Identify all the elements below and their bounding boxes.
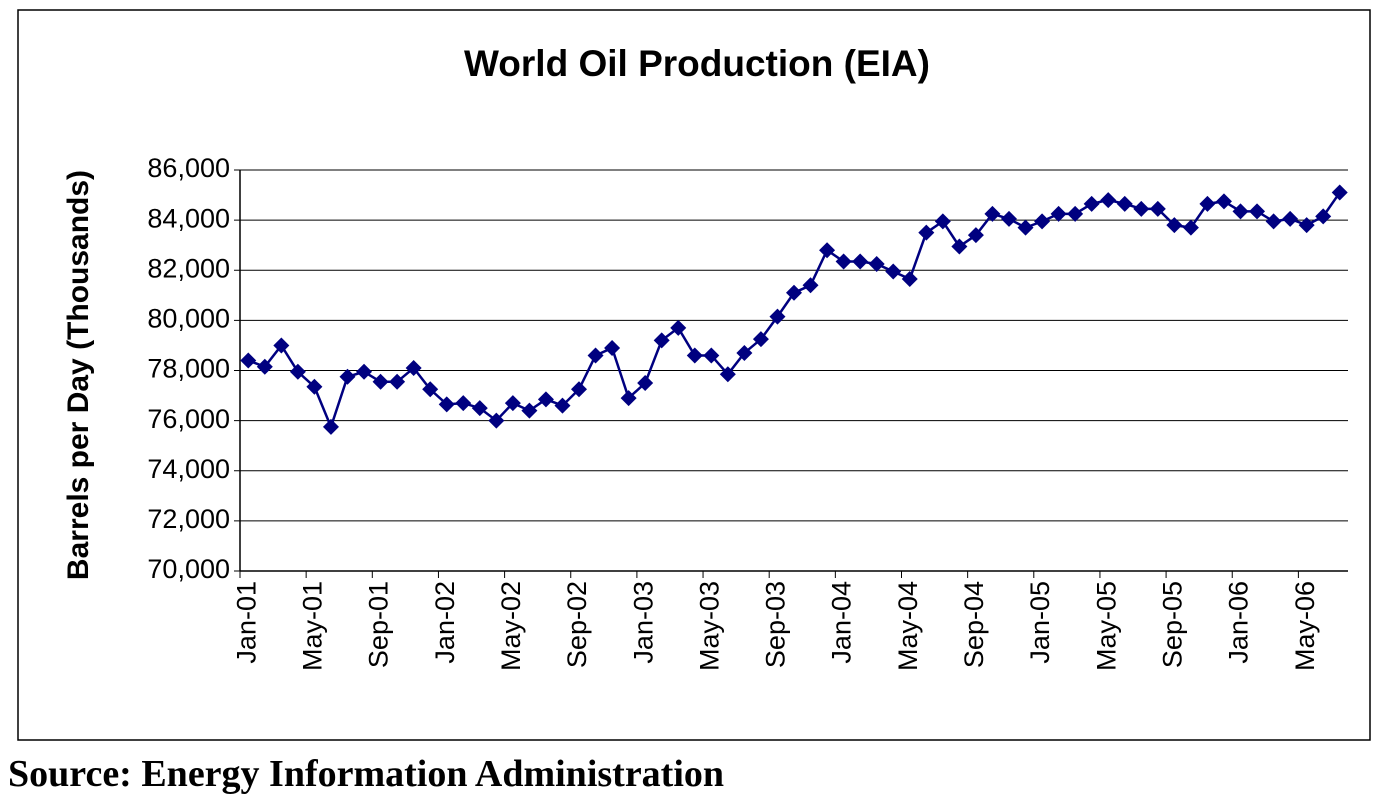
data-point bbox=[256, 358, 273, 375]
data-point bbox=[868, 255, 885, 272]
data-point bbox=[1000, 210, 1017, 227]
data-point bbox=[1199, 195, 1216, 212]
data-point bbox=[1116, 195, 1133, 212]
data-point bbox=[835, 253, 852, 270]
y-tick-label: 84,000 bbox=[147, 203, 230, 233]
data-point bbox=[587, 347, 604, 364]
x-tick-label: Jan-03 bbox=[628, 581, 658, 664]
data-point bbox=[918, 224, 935, 241]
y-tick-label: 82,000 bbox=[147, 253, 230, 283]
data-point bbox=[1331, 184, 1348, 201]
data-point bbox=[802, 277, 819, 294]
data-point bbox=[422, 381, 439, 398]
data-point bbox=[356, 363, 373, 380]
data-point bbox=[389, 373, 406, 390]
data-point bbox=[769, 308, 786, 325]
chart-frame bbox=[17, 9, 1371, 741]
data-point bbox=[405, 359, 422, 376]
data-point bbox=[240, 352, 257, 369]
source-note: Source: Energy Information Administratio… bbox=[8, 753, 725, 795]
data-point bbox=[521, 402, 538, 419]
data-point bbox=[1083, 195, 1100, 212]
x-tick-label: May-01 bbox=[298, 581, 328, 671]
x-tick-label: Sep-02 bbox=[562, 581, 592, 668]
data-point bbox=[786, 284, 802, 301]
y-tick-label: 80,000 bbox=[147, 304, 230, 334]
data-point bbox=[719, 366, 736, 383]
y-tick-label: 70,000 bbox=[147, 554, 230, 584]
y-tick-label: 72,000 bbox=[147, 504, 230, 534]
y-tick-label: 78,000 bbox=[147, 354, 230, 384]
x-tick-label: Jan-01 bbox=[231, 581, 261, 664]
data-point bbox=[438, 396, 455, 413]
y-tick-label: 86,000 bbox=[147, 153, 230, 183]
x-tick-label: May-05 bbox=[1091, 581, 1121, 671]
data-point bbox=[1067, 205, 1084, 222]
data-point bbox=[1133, 200, 1150, 217]
x-tick-label: Jan-02 bbox=[430, 581, 460, 664]
data-point bbox=[885, 263, 902, 280]
data-point bbox=[670, 319, 687, 336]
data-point bbox=[554, 397, 571, 414]
data-point bbox=[1232, 203, 1249, 220]
chart: World Oil Production (EIA) Barrels per D… bbox=[17, 9, 1371, 741]
data-point bbox=[901, 271, 918, 288]
data-point bbox=[951, 238, 968, 255]
data-point bbox=[1182, 219, 1199, 236]
data-point bbox=[967, 227, 984, 244]
data-point bbox=[372, 373, 389, 390]
x-tick-label: May-04 bbox=[893, 581, 923, 671]
data-point bbox=[686, 347, 703, 364]
data-point bbox=[1166, 217, 1183, 234]
data-point bbox=[1282, 210, 1299, 227]
data-point bbox=[322, 418, 339, 435]
data-point bbox=[703, 347, 720, 364]
y-tick-label: 74,000 bbox=[147, 454, 230, 484]
data-point bbox=[736, 344, 753, 361]
data-point bbox=[852, 253, 869, 270]
x-tick-label: May-02 bbox=[496, 581, 526, 671]
data-point bbox=[1265, 213, 1282, 230]
x-tick-label: Jan-06 bbox=[1224, 581, 1254, 664]
data-point bbox=[537, 391, 554, 408]
data-point bbox=[752, 331, 769, 348]
data-point bbox=[471, 400, 488, 417]
data-point bbox=[620, 390, 637, 407]
data-point bbox=[488, 412, 505, 429]
data-point bbox=[1315, 208, 1332, 225]
data-point bbox=[1298, 217, 1315, 234]
data-point bbox=[455, 395, 472, 412]
chart-title: World Oil Production (EIA) bbox=[464, 43, 930, 84]
data-point bbox=[504, 395, 521, 412]
data-point bbox=[1249, 203, 1266, 220]
data-point bbox=[289, 363, 306, 380]
x-tick-label: Sep-05 bbox=[1157, 581, 1187, 668]
data-point bbox=[1100, 192, 1117, 209]
x-tick-label: Sep-01 bbox=[364, 581, 394, 668]
y-axis-label: Barrels per Day (Thousands) bbox=[62, 170, 95, 580]
x-tick-label: May-03 bbox=[694, 581, 724, 671]
data-point bbox=[571, 381, 588, 398]
data-point bbox=[934, 213, 951, 230]
data-point bbox=[273, 337, 290, 354]
x-tick-label: Sep-04 bbox=[959, 581, 989, 668]
x-tick-label: Jan-05 bbox=[1025, 581, 1055, 664]
data-point bbox=[1149, 200, 1166, 217]
data-point bbox=[604, 339, 621, 356]
data-point bbox=[637, 375, 654, 392]
data-point bbox=[819, 242, 836, 259]
y-tick-label: 76,000 bbox=[147, 404, 230, 434]
x-tick-label: Sep-03 bbox=[761, 581, 791, 668]
data-point bbox=[1215, 193, 1232, 210]
x-tick-label: May-06 bbox=[1290, 581, 1320, 671]
data-point bbox=[1017, 219, 1034, 236]
x-tick-label: Jan-04 bbox=[827, 581, 857, 664]
data-point bbox=[984, 205, 1001, 222]
data-point bbox=[1050, 205, 1067, 222]
data-point bbox=[339, 368, 356, 385]
data-point bbox=[306, 378, 323, 395]
data-point bbox=[1034, 213, 1051, 230]
data-point bbox=[653, 332, 670, 349]
